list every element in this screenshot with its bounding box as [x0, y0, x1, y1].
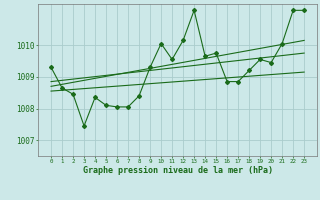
- X-axis label: Graphe pression niveau de la mer (hPa): Graphe pression niveau de la mer (hPa): [83, 166, 273, 175]
